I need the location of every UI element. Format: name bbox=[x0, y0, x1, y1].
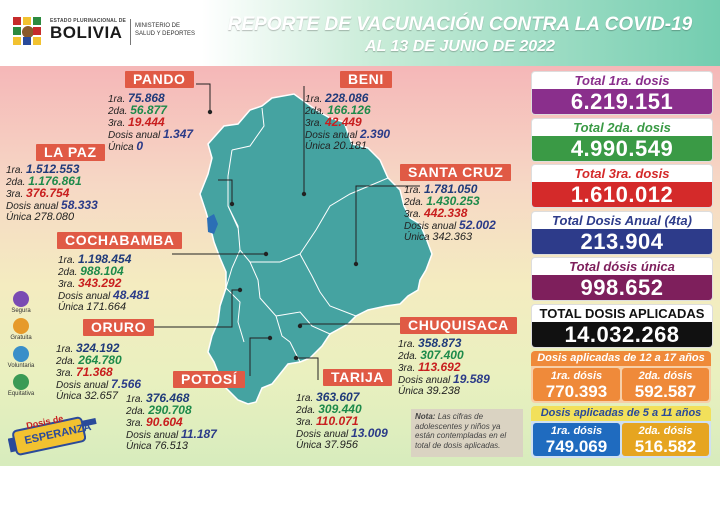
total-1ra-label: Total 1ra. dosis bbox=[574, 73, 670, 88]
report-title: REPORTE DE VACUNACIÓN CONTRA LA COVID-19 bbox=[227, 14, 693, 35]
dept-stats-cochabamba: 1ra. 1.198.454 2da. 988.104 3ra. 343.292… bbox=[58, 252, 150, 313]
total-3ra-card: Total 3ra. dosis 1.610.012 bbox=[531, 164, 713, 208]
age-12-17-dose1-value: 770.393 bbox=[545, 382, 608, 401]
ministry-line-2: SALUD Y DEPORTES bbox=[135, 31, 196, 37]
total-unica-value: 998.652 bbox=[532, 275, 712, 300]
dept-name-santacruz: SANTA CRUZ bbox=[400, 164, 512, 181]
total-anual-label: Total Dosis Anual (4ta) bbox=[552, 213, 692, 228]
dept-stats-lapaz: 1ra. 1.512.553 2da. 1.176.861 3ra. 376.7… bbox=[6, 162, 98, 223]
country-name: BOLIVIA bbox=[50, 23, 123, 42]
age-12-17-dose1: 1ra. dósis 770.393 bbox=[533, 368, 620, 401]
government-logo: ESTADO PLURINACIONAL DE BOLIVIA MINISTER… bbox=[8, 12, 208, 52]
total-aplicadas-label: TOTAL DOSIS APLICADAS bbox=[539, 306, 705, 321]
principle-equitativa: Equitativa bbox=[6, 374, 36, 397]
age-5-11-dose2-label: 2da. dósis bbox=[638, 425, 693, 437]
total-anual-value: 213.904 bbox=[532, 229, 712, 254]
dept-stats-santacruz: 1ra. 1.781.050 2da. 1.430.253 3ra. 442.3… bbox=[404, 182, 496, 243]
shield-icon bbox=[13, 291, 29, 307]
total-aplicadas-value: 14.032.268 bbox=[532, 322, 712, 347]
total-1ra-value: 6.219.151 bbox=[532, 89, 712, 114]
scale-icon bbox=[13, 374, 29, 390]
dept-name-chuquisaca: CHUQUISACA bbox=[400, 317, 517, 334]
age-5-11-dose1-value: 749.069 bbox=[545, 437, 608, 456]
state-label: ESTADO PLURINACIONAL DE bbox=[50, 18, 127, 24]
logo-divider bbox=[130, 19, 131, 45]
syringe-icon bbox=[7, 416, 97, 456]
hand-icon bbox=[13, 346, 29, 362]
header-bar: ESTADO PLURINACIONAL DE BOLIVIA MINISTER… bbox=[0, 0, 720, 66]
age-5-11-dose1: 1ra. dósis 749.069 bbox=[533, 423, 620, 456]
total-unica-card: Total dósis única 998.652 bbox=[531, 257, 713, 301]
principle-gratuita: Gratuita bbox=[6, 318, 36, 341]
age-12-17-dose2-label: 2da. dósis bbox=[638, 370, 693, 382]
map-borders bbox=[225, 107, 389, 363]
total-aplicadas-card: TOTAL DOSIS APLICADAS 14.032.268 bbox=[531, 304, 713, 348]
age-12-17-title: Dosis aplicadas de 12 a 17 años bbox=[531, 351, 711, 366]
age-5-11-panel: Dosis aplicadas de 5 a 11 años 1ra. dósi… bbox=[531, 406, 711, 458]
dept-name-potosi: POTOSÍ bbox=[173, 371, 246, 388]
total-3ra-label: Total 3ra. dosis bbox=[574, 166, 670, 181]
principle-segura: Segura bbox=[6, 291, 36, 314]
dept-name-oruro: ORURO bbox=[83, 319, 155, 336]
dept-name-lapaz: LA PAZ bbox=[36, 144, 105, 161]
leader-dots bbox=[207, 109, 359, 361]
dept-stats-potosi: 1ra. 376.468 2da. 290.708 3ra. 90.604 Do… bbox=[126, 391, 217, 452]
bolivia-map-shape bbox=[199, 93, 433, 405]
dept-name-pando: PANDO bbox=[125, 71, 194, 88]
footer-blank bbox=[0, 466, 720, 531]
age-12-17-dose2-value: 592.587 bbox=[634, 382, 697, 401]
total-2da-value: 4.990.549 bbox=[532, 136, 712, 161]
total-2da-card: Total 2da. dosis 4.990.549 bbox=[531, 118, 713, 162]
dept-stats-beni: 1ra. 228.086 2da. 166.126 3ra. 42.449 Do… bbox=[305, 91, 391, 152]
total-3ra-value: 1.610.012 bbox=[532, 182, 712, 207]
note-box: Nota: Las cifras de adolescentes y niños… bbox=[411, 409, 523, 457]
coin-icon bbox=[13, 318, 29, 334]
age-12-17-panel: Dosis aplicadas de 12 a 17 años 1ra. dós… bbox=[531, 351, 711, 403]
age-5-11-title: Dosis aplicadas de 5 a 11 años bbox=[531, 406, 711, 421]
report-date: AL 13 DE JUNIO DE 2022 bbox=[364, 38, 555, 55]
dept-stats-pando: 1ra. 75.868 2da. 56.877 3ra. 19.444 Dosi… bbox=[108, 91, 194, 153]
total-anual-card: Total Dosis Anual (4ta) 213.904 bbox=[531, 211, 713, 255]
age-5-11-dose2-value: 516.582 bbox=[634, 437, 697, 456]
esperanza-badge: Dosis de ESPERANZA bbox=[7, 409, 100, 464]
dept-name-cochabamba: COCHABAMBA bbox=[57, 232, 183, 249]
dept-name-beni: BENI bbox=[340, 71, 392, 88]
age-12-17-dose2: 2da. dósis 592.587 bbox=[622, 368, 709, 401]
bolivia-map bbox=[146, 83, 433, 405]
dept-stats-chuquisaca: 1ra. 358.873 2da. 307.400 3ra. 113.692 D… bbox=[398, 336, 490, 397]
dept-stats-tarija: 1ra. 363.607 2da. 309.440 3ra. 110.071 D… bbox=[296, 390, 388, 451]
total-2da-label: Total 2da. dosis bbox=[573, 120, 671, 135]
dept-name-tarija: TARIJA bbox=[323, 369, 393, 386]
total-1ra-card: Total 1ra. dosis 6.219.151 bbox=[531, 71, 713, 115]
note-text: Las cifras de adolescentes y niños ya es… bbox=[415, 412, 507, 450]
note-label: Nota: bbox=[415, 412, 436, 421]
age-5-11-dose2: 2da. dósis 516.582 bbox=[622, 423, 709, 456]
coat-of-arms-icon bbox=[11, 15, 45, 49]
ministry-line-1: MINISTERIO DE bbox=[135, 23, 181, 29]
lake-titicaca bbox=[207, 214, 218, 234]
total-unica-label: Total dósis única bbox=[569, 259, 675, 274]
age-5-11-dose1-label: 1ra. dósis bbox=[550, 425, 603, 437]
dept-stats-oruro: 1ra. 324.192 2da. 264.780 3ra. 71.368 Do… bbox=[56, 341, 142, 402]
age-12-17-dose1-label: 1ra. dósis bbox=[550, 370, 603, 382]
principle-voluntaria: Voluntaria bbox=[6, 346, 36, 369]
